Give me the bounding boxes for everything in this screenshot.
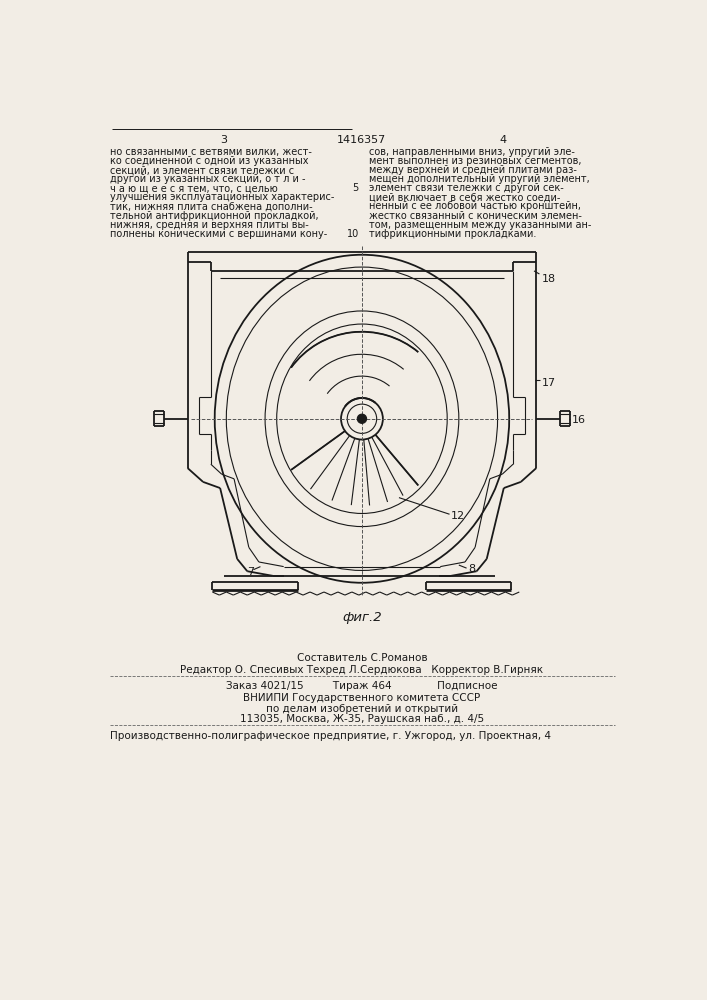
Text: 4: 4: [499, 135, 506, 145]
Text: ВНИИПИ Государственного комитета СССР: ВНИИПИ Государственного комитета СССР: [243, 693, 481, 703]
Text: элемент связи тележки с другой сек-: элемент связи тележки с другой сек-: [369, 183, 563, 193]
Text: 18: 18: [542, 274, 556, 284]
Text: ч а ю щ е е с я тем, что, с целью: ч а ю щ е е с я тем, что, с целью: [110, 183, 278, 193]
Text: 12: 12: [451, 511, 465, 521]
Text: улучшения эксплуатационных характерис-: улучшения эксплуатационных характерис-: [110, 192, 334, 202]
Text: 5: 5: [353, 183, 359, 193]
Text: тифрикционными прокладками.: тифрикционными прокладками.: [369, 229, 537, 239]
Text: 1416357: 1416357: [337, 135, 387, 145]
Text: но связанными с ветвями вилки, жест-: но связанными с ветвями вилки, жест-: [110, 147, 312, 157]
Text: 3: 3: [221, 135, 228, 145]
Text: мент выполнен из резиновых сегментов,: мент выполнен из резиновых сегментов,: [369, 156, 581, 166]
Text: секций, и элемент связи тележки с: секций, и элемент связи тележки с: [110, 165, 294, 175]
Text: полнены коническими с вершинами кону-: полнены коническими с вершинами кону-: [110, 229, 327, 239]
Ellipse shape: [357, 414, 367, 423]
Text: фиг.2: фиг.2: [342, 611, 382, 624]
Text: другой из указанных секций, о т л и -: другой из указанных секций, о т л и -: [110, 174, 305, 184]
Text: Заказ 4021/15         Тираж 464              Подписное: Заказ 4021/15 Тираж 464 Подписное: [226, 681, 498, 691]
Text: жестко связанный с коническим элемен-: жестко связанный с коническим элемен-: [369, 211, 582, 221]
Text: Редактор О. Спесивых Техред Л.Сердюкова   Корректор В.Гирняк: Редактор О. Спесивых Техред Л.Сердюкова …: [180, 665, 544, 675]
Text: 10: 10: [346, 229, 359, 239]
Text: тик, нижняя плита снабжена дополни-: тик, нижняя плита снабжена дополни-: [110, 201, 312, 211]
Text: нижняя, средняя и верхняя плиты вы-: нижняя, средняя и верхняя плиты вы-: [110, 220, 309, 230]
Text: 17: 17: [542, 378, 556, 388]
Text: 7: 7: [247, 567, 255, 577]
Text: Производственно-полиграфическое предприятие, г. Ужгород, ул. Проектная, 4: Производственно-полиграфическое предприя…: [110, 731, 551, 741]
Text: мещен дополнительный упругий элемент,: мещен дополнительный упругий элемент,: [369, 174, 590, 184]
Text: 113035, Москва, Ж-35, Раушская наб., д. 4/5: 113035, Москва, Ж-35, Раушская наб., д. …: [240, 714, 484, 724]
Text: 8: 8: [468, 564, 475, 574]
Text: цией включает в себя жестко соеди-: цией включает в себя жестко соеди-: [369, 192, 561, 202]
Text: 16: 16: [572, 415, 586, 425]
Text: ненный с ее лобовой частью кронштейн,: ненный с ее лобовой частью кронштейн,: [369, 201, 581, 211]
Text: Составитель С.Романов: Составитель С.Романов: [297, 653, 427, 663]
Text: том, размещенным между указанными ан-: том, размещенным между указанными ан-: [369, 220, 591, 230]
Text: по делам изобретений и открытий: по делам изобретений и открытий: [266, 704, 458, 714]
Text: тельной антифрикционной прокладкой,: тельной антифрикционной прокладкой,: [110, 211, 319, 221]
Text: между верхней и средней плитами раз-: между верхней и средней плитами раз-: [369, 165, 577, 175]
Text: ко соединенной с одной из указанных: ко соединенной с одной из указанных: [110, 156, 308, 166]
Text: сов, направленными вниз, упругий эле-: сов, направленными вниз, упругий эле-: [369, 147, 575, 157]
